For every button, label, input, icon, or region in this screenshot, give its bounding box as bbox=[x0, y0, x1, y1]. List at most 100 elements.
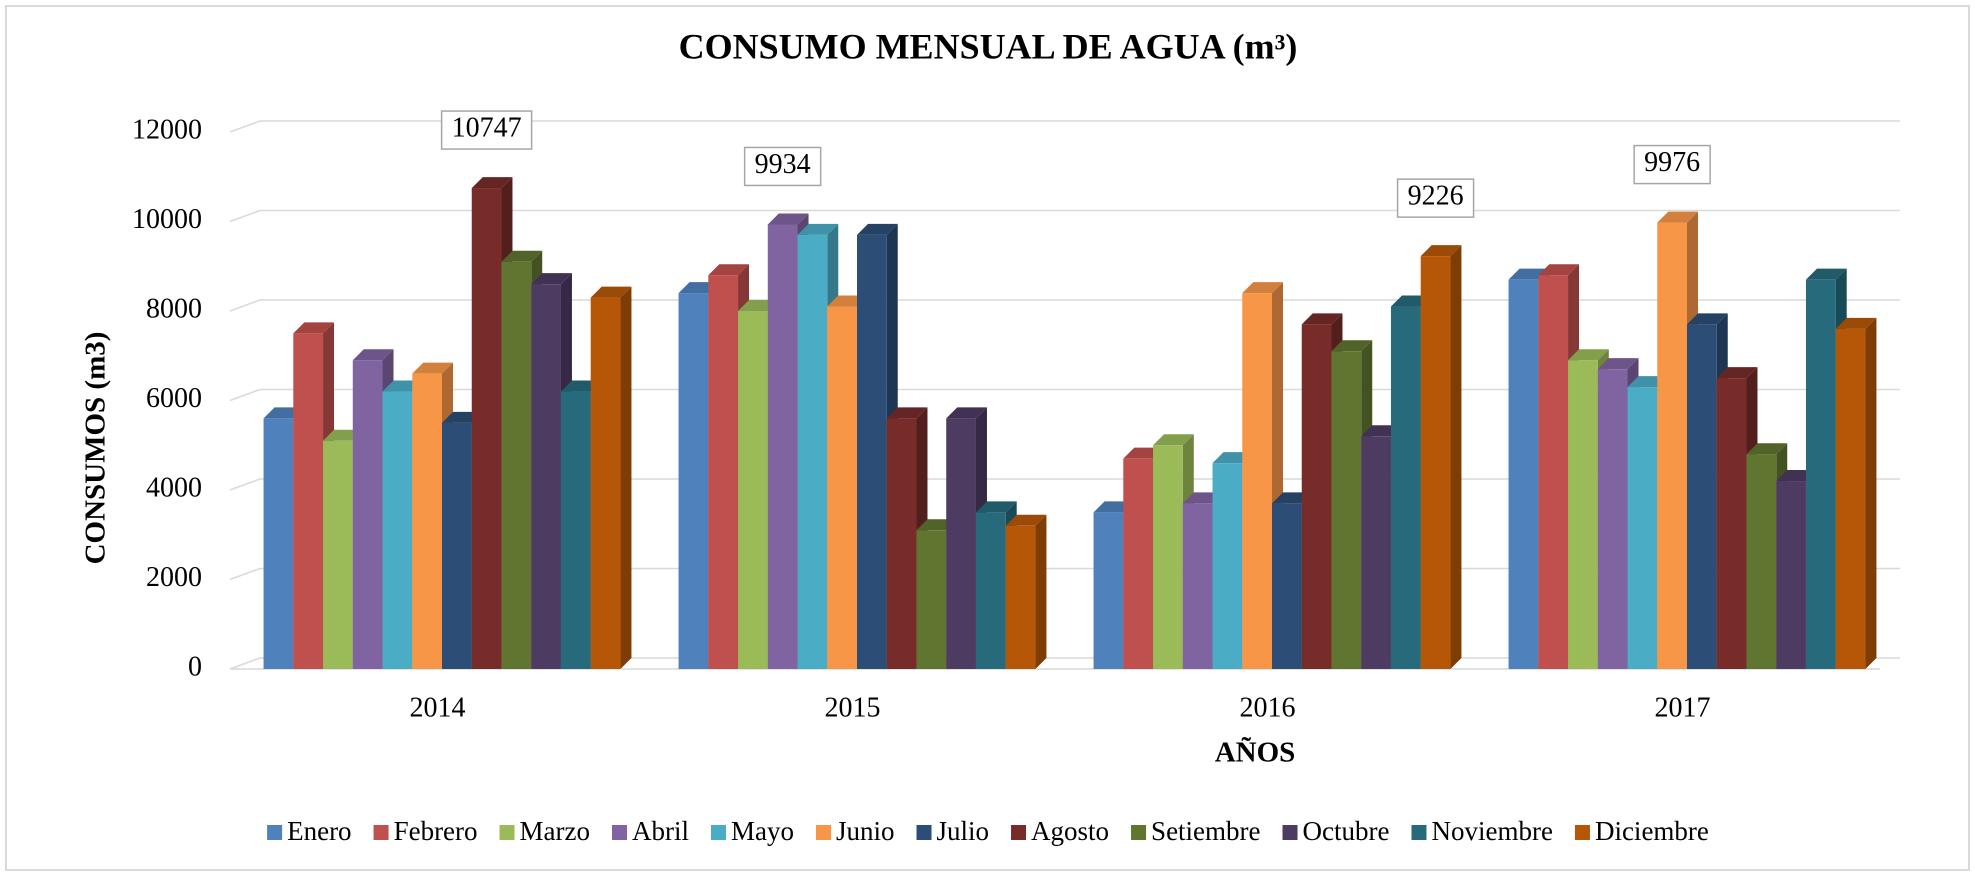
x-tick-label: 2015 bbox=[825, 692, 881, 723]
bar bbox=[975, 512, 1006, 669]
y-tick-label: 10000 bbox=[132, 204, 202, 235]
chart-title: CONSUMO MENSUAL DE AGUA (m³) bbox=[679, 26, 1298, 66]
bar bbox=[1538, 275, 1569, 669]
bar bbox=[263, 418, 294, 669]
legend-item: Diciembre bbox=[1574, 816, 1709, 846]
bar bbox=[797, 234, 828, 670]
bar-top bbox=[975, 501, 1017, 513]
bar bbox=[946, 418, 976, 669]
legend-label: Setiembre bbox=[1151, 816, 1260, 846]
bar-top bbox=[352, 349, 394, 361]
bar bbox=[708, 275, 739, 669]
bar bbox=[471, 188, 502, 669]
bar-top bbox=[708, 264, 750, 276]
legend-swatch bbox=[1574, 825, 1590, 840]
bar bbox=[1568, 360, 1598, 669]
bar bbox=[1716, 378, 1747, 669]
data-label: 10747 bbox=[452, 112, 522, 143]
grid-line-side bbox=[229, 388, 261, 402]
legend-label: Enero bbox=[287, 816, 351, 846]
legend-label: Agosto bbox=[1031, 816, 1109, 846]
legend-swatch bbox=[499, 825, 515, 840]
legend-item: Abril bbox=[612, 816, 689, 846]
bar bbox=[412, 373, 442, 669]
bar-top bbox=[1568, 349, 1609, 361]
bar bbox=[1212, 463, 1243, 669]
y-axis-label: CONSUMOS (m3) bbox=[80, 332, 112, 565]
data-label-box bbox=[1633, 144, 1711, 185]
bar bbox=[442, 422, 472, 669]
bar bbox=[1182, 503, 1213, 669]
bar-top bbox=[797, 223, 839, 235]
bar bbox=[1805, 279, 1836, 669]
x-axis-label: AÑOS bbox=[1215, 736, 1296, 769]
bar bbox=[1835, 328, 1866, 669]
bar bbox=[1272, 503, 1302, 669]
legend-label: Marzo bbox=[520, 816, 590, 846]
legend-label: Diciembre bbox=[1595, 816, 1709, 846]
legend-label: Noviembre bbox=[1431, 816, 1552, 846]
y-tick-label: 8000 bbox=[146, 293, 202, 324]
bar-top bbox=[1538, 264, 1580, 276]
bar bbox=[1153, 445, 1183, 669]
bar bbox=[767, 224, 798, 670]
legend-item: Marzo bbox=[499, 816, 590, 846]
bar-top bbox=[1805, 268, 1847, 280]
legend-item: Julio bbox=[916, 816, 989, 846]
legend-swatch bbox=[1282, 825, 1298, 840]
bar-top bbox=[471, 177, 513, 189]
legend-swatch bbox=[612, 825, 627, 840]
bar bbox=[1746, 454, 1777, 669]
bar-top bbox=[1657, 211, 1698, 223]
legend-item: Enero bbox=[267, 816, 352, 846]
bar bbox=[323, 440, 353, 669]
bar-top bbox=[886, 407, 928, 419]
legend-label: Febrero bbox=[394, 816, 478, 846]
bar-side bbox=[1450, 245, 1462, 669]
x-tick-label: 2017 bbox=[1655, 692, 1711, 723]
bar-top bbox=[501, 250, 543, 262]
bar bbox=[560, 391, 591, 669]
bar bbox=[1242, 293, 1272, 669]
legend-item: Agosto bbox=[1011, 816, 1109, 846]
bar-top bbox=[293, 322, 335, 334]
bar-side bbox=[620, 286, 632, 669]
bar-top bbox=[1597, 358, 1639, 370]
bar bbox=[1597, 369, 1628, 669]
bar bbox=[382, 391, 413, 669]
bar bbox=[293, 333, 324, 669]
grid-line-side bbox=[229, 657, 261, 670]
bar-top bbox=[1687, 313, 1728, 325]
bar bbox=[1301, 324, 1332, 669]
x-tick-label: 2016 bbox=[1240, 692, 1296, 723]
bar-top bbox=[590, 286, 632, 298]
bar-top bbox=[1331, 340, 1373, 352]
data-label: 9934 bbox=[755, 149, 811, 180]
grid-line-side bbox=[229, 120, 261, 133]
legend-item: Octubre bbox=[1282, 816, 1389, 846]
bar-top bbox=[531, 273, 572, 285]
bar-top bbox=[1716, 367, 1758, 379]
legend-item: Mayo bbox=[711, 816, 794, 846]
bar bbox=[916, 530, 947, 669]
bar bbox=[886, 418, 917, 669]
bar-top bbox=[1835, 317, 1877, 329]
bar-top bbox=[1153, 434, 1194, 446]
bar-top bbox=[1005, 514, 1047, 526]
bar bbox=[1420, 256, 1451, 669]
legend-item: Febrero bbox=[373, 816, 478, 846]
legend-swatch bbox=[1411, 825, 1427, 840]
grid-line-side bbox=[229, 299, 261, 312]
bar bbox=[1627, 387, 1658, 669]
legend-swatch bbox=[267, 825, 283, 840]
grid-line-side bbox=[229, 209, 261, 223]
y-tick-label: 6000 bbox=[146, 383, 202, 414]
bar bbox=[1657, 222, 1687, 669]
bar-top bbox=[1301, 313, 1343, 325]
legend-label: Abril bbox=[632, 816, 689, 846]
y-tick-label: 0 bbox=[188, 651, 202, 682]
bar bbox=[1331, 351, 1362, 669]
bar-top bbox=[767, 213, 809, 225]
x-tick-label: 2014 bbox=[410, 692, 466, 723]
bar bbox=[678, 293, 709, 669]
